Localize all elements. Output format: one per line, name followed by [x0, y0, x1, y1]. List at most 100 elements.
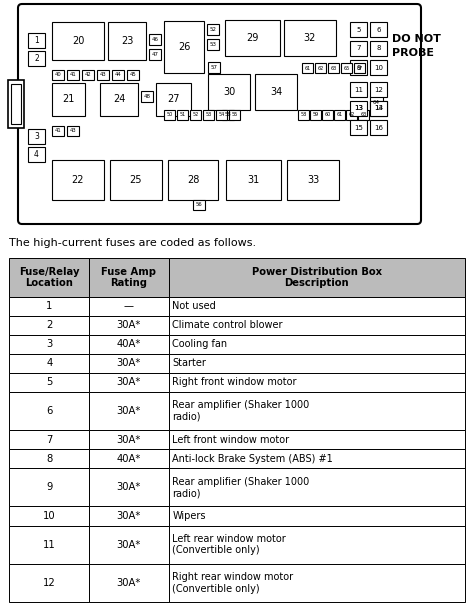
- Text: 10: 10: [374, 64, 383, 71]
- Bar: [302, 63, 313, 73]
- Bar: [52, 22, 104, 60]
- Bar: [370, 101, 387, 116]
- Text: The high-current fuses are coded as follows.: The high-current fuses are coded as foll…: [9, 238, 256, 248]
- Bar: [89, 392, 169, 430]
- Text: 1: 1: [46, 301, 53, 311]
- Bar: [350, 120, 367, 135]
- Bar: [169, 392, 465, 430]
- Text: 48: 48: [144, 94, 151, 99]
- Text: Rear amplifier (Shaker 1000
radio): Rear amplifier (Shaker 1000 radio): [173, 400, 310, 422]
- Bar: [28, 147, 45, 162]
- Bar: [127, 70, 139, 80]
- Text: Left rear window motor
(Convertible only): Left rear window motor (Convertible only…: [173, 534, 286, 556]
- Text: 5: 5: [356, 27, 361, 32]
- Text: Right rear window motor
(Convertible only): Right rear window motor (Convertible onl…: [173, 572, 293, 593]
- Bar: [229, 110, 240, 120]
- Bar: [9, 525, 89, 564]
- Text: 51: 51: [179, 112, 186, 117]
- Text: 62: 62: [348, 112, 355, 117]
- Text: 9: 9: [356, 64, 361, 71]
- Text: 42: 42: [85, 72, 91, 77]
- Bar: [9, 392, 89, 430]
- Bar: [149, 49, 161, 60]
- Bar: [169, 506, 465, 525]
- Bar: [370, 22, 387, 37]
- Bar: [52, 83, 85, 116]
- Bar: [370, 82, 387, 97]
- Bar: [350, 101, 367, 116]
- Text: 12: 12: [43, 578, 55, 588]
- Bar: [169, 373, 465, 392]
- Bar: [11, 84, 21, 124]
- Bar: [222, 110, 234, 120]
- Text: 8: 8: [46, 454, 53, 464]
- Text: DO NOT
PROBE: DO NOT PROBE: [392, 35, 441, 58]
- Bar: [89, 430, 169, 449]
- Text: 2: 2: [46, 320, 53, 330]
- Bar: [9, 297, 89, 316]
- Text: 2: 2: [34, 54, 39, 63]
- Text: 13: 13: [354, 106, 363, 111]
- Bar: [89, 335, 169, 354]
- Text: Rear amplifier (Shaker 1000
radio): Rear amplifier (Shaker 1000 radio): [173, 477, 310, 498]
- Text: 30A*: 30A*: [117, 406, 141, 416]
- Text: 4: 4: [34, 150, 39, 159]
- Text: 30: 30: [223, 87, 235, 97]
- Bar: [341, 63, 352, 73]
- Bar: [156, 83, 191, 116]
- Text: 23: 23: [121, 36, 133, 46]
- Text: 16: 16: [374, 125, 383, 131]
- Bar: [9, 430, 89, 449]
- Text: 50: 50: [166, 112, 173, 117]
- Text: 13: 13: [354, 106, 363, 111]
- Bar: [225, 20, 280, 56]
- Text: 52: 52: [210, 27, 217, 32]
- Text: Right front window motor: Right front window motor: [173, 378, 297, 387]
- Text: 3: 3: [46, 339, 53, 349]
- Text: 30A*: 30A*: [117, 540, 141, 550]
- Text: 29: 29: [246, 33, 259, 43]
- Text: 60: 60: [324, 112, 331, 117]
- Text: 46: 46: [152, 37, 158, 42]
- Bar: [112, 70, 124, 80]
- Bar: [28, 33, 45, 48]
- Bar: [164, 110, 175, 120]
- Bar: [89, 449, 169, 468]
- Bar: [169, 297, 465, 316]
- Text: 30A*: 30A*: [117, 578, 141, 588]
- Bar: [9, 564, 89, 602]
- Bar: [28, 129, 45, 144]
- Text: Climate control blower: Climate control blower: [173, 320, 283, 330]
- Bar: [9, 468, 89, 506]
- Text: 21: 21: [62, 94, 75, 105]
- Bar: [169, 468, 465, 506]
- Bar: [169, 354, 465, 373]
- Text: 15: 15: [354, 125, 363, 131]
- Text: 62: 62: [318, 66, 324, 71]
- Bar: [9, 258, 89, 297]
- Text: 43: 43: [100, 72, 106, 77]
- Text: 31: 31: [247, 175, 260, 185]
- Bar: [284, 20, 336, 56]
- Bar: [164, 21, 204, 73]
- Text: 3: 3: [34, 132, 39, 141]
- Bar: [89, 373, 169, 392]
- Bar: [287, 160, 339, 200]
- Text: Power Distribution Box
Description: Power Distribution Box Description: [252, 267, 382, 288]
- Text: 30A*: 30A*: [117, 511, 141, 521]
- Text: 58: 58: [301, 112, 307, 117]
- Text: 6: 6: [376, 27, 381, 32]
- Bar: [110, 160, 162, 200]
- Bar: [346, 110, 357, 120]
- Text: 12: 12: [374, 86, 383, 92]
- Bar: [8, 80, 24, 128]
- Text: 61: 61: [304, 66, 310, 71]
- Text: Wipers: Wipers: [173, 511, 206, 521]
- Text: 9: 9: [46, 482, 53, 492]
- Text: 8: 8: [376, 46, 381, 52]
- Bar: [89, 468, 169, 506]
- Text: 20: 20: [72, 36, 84, 46]
- Text: 13: 13: [374, 106, 383, 111]
- Text: Starter: Starter: [173, 358, 206, 368]
- Bar: [298, 110, 309, 120]
